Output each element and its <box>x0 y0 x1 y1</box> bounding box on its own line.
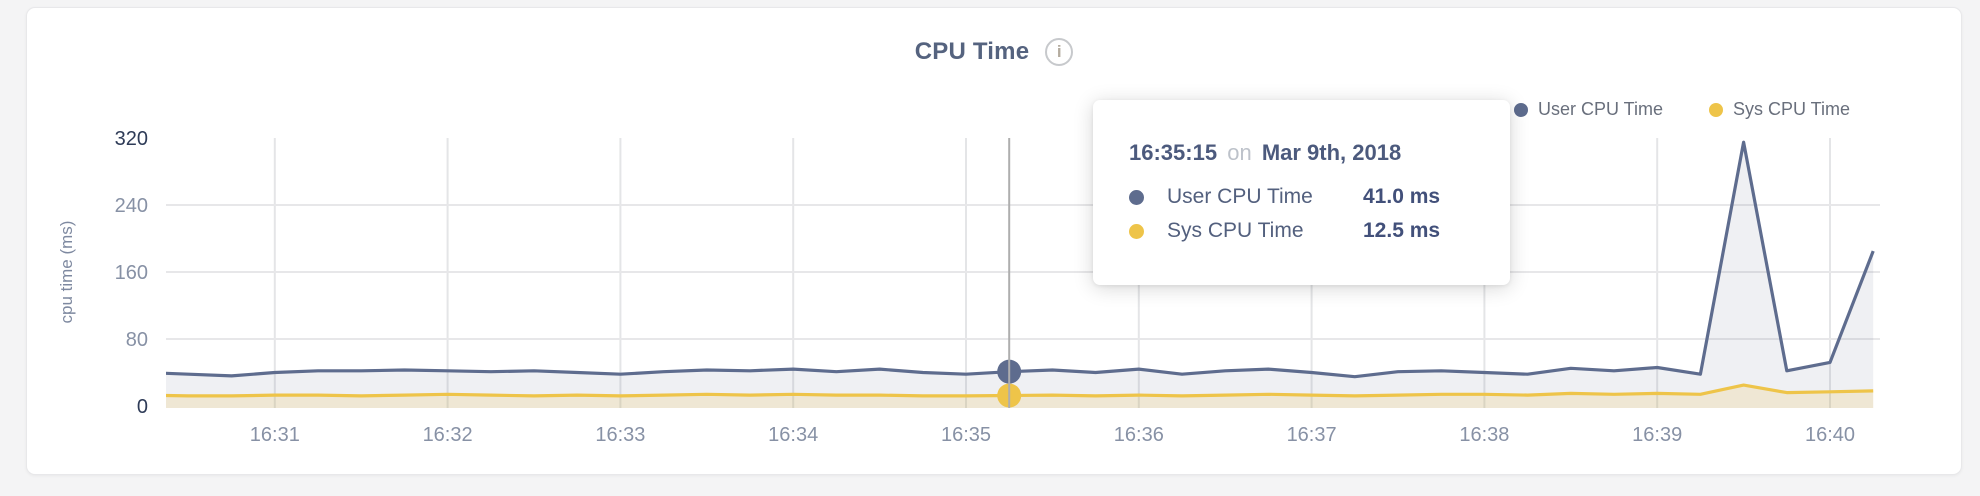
y-axis-tick-label: 0 <box>137 396 148 418</box>
x-axis-tick-label: 16:37 <box>1287 424 1337 446</box>
info-icon[interactable]: i <box>1045 38 1074 66</box>
x-axis-tick-label: 16:32 <box>423 424 473 446</box>
x-axis-tick-label: 16:36 <box>1114 424 1164 446</box>
x-axis-tick-label: 16:38 <box>1459 424 1509 446</box>
x-axis-tick-label: 16:40 <box>1805 424 1855 446</box>
y-axis-tick-label: 80 <box>126 329 148 351</box>
x-axis-tick-label: 16:39 <box>1632 424 1682 446</box>
tooltip-header: 16:35:15 on Mar 9th, 2018 <box>1129 140 1476 166</box>
y-axis-tick-label: 240 <box>115 195 148 217</box>
x-axis-tick-label: 16:35 <box>941 424 991 446</box>
x-axis-tick-label: 16:31 <box>250 424 300 446</box>
x-axis-tick-label: 16:34 <box>768 424 818 446</box>
tooltip-time: 16:35:15 <box>1129 140 1218 165</box>
legend-item-sys-cpu-time[interactable]: Sys CPU Time <box>1708 99 1850 120</box>
tooltip-date: Mar 9th, 2018 <box>1261 140 1402 165</box>
legend-label: Sys CPU Time <box>1732 99 1850 119</box>
sys-series-dot-icon <box>1708 102 1723 117</box>
user-series-dot-icon <box>1129 189 1144 205</box>
y-axis-tick-label: 320 <box>115 128 148 150</box>
tooltip-series-label: Sys CPU Time <box>1167 219 1304 242</box>
tooltip-conjunction: on <box>1227 140 1252 165</box>
tooltip-row-user: User CPU Time 41.0 ms <box>1129 180 1476 214</box>
user-series-dot-icon <box>1513 102 1528 117</box>
tooltip-series-value: 41.0 ms <box>1363 185 1441 208</box>
legend-label: User CPU Time <box>1537 99 1663 119</box>
chart-legend: User CPU Time Sys CPU Time <box>1513 99 1850 120</box>
user-area-fill <box>166 142 1874 408</box>
y-axis-title: cpu time (ms) <box>57 221 76 324</box>
sys-series-dot-icon <box>1129 223 1144 239</box>
tooltip-row-sys: Sys CPU Time 12.5 ms <box>1129 214 1476 248</box>
chart-tooltip: 16:35:15 on Mar 9th, 2018 User CPU Time … <box>1093 100 1510 285</box>
x-axis-tick-label: 16:33 <box>595 424 645 446</box>
legend-item-user-cpu-time[interactable]: User CPU Time <box>1513 99 1663 120</box>
tooltip-series-label: User CPU Time <box>1167 185 1313 208</box>
y-axis-tick-label: 160 <box>115 262 148 284</box>
tooltip-series-value: 12.5 ms <box>1363 219 1441 242</box>
